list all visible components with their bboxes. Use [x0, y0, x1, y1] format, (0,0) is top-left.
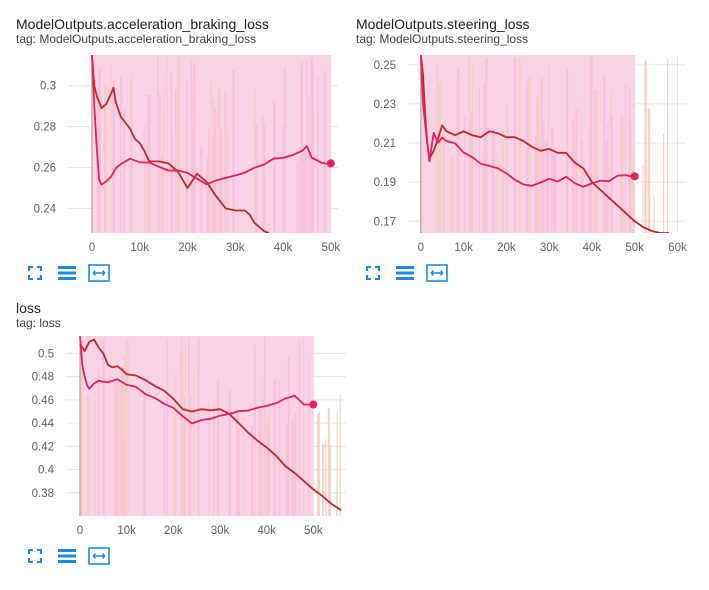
- x-tick-label: 40k: [257, 525, 276, 537]
- x-tick-label: 20k: [178, 242, 197, 254]
- y-tick-label: 0.23: [374, 99, 396, 111]
- fullscreen-icon: [27, 548, 43, 564]
- x-tick-label: 0: [89, 242, 95, 254]
- log-scale-button[interactable]: [394, 263, 416, 283]
- chart-title: loss: [16, 300, 41, 316]
- x-tick-label: 10k: [130, 242, 149, 254]
- chart-loss[interactable]: 0.38 0.4 0.42 0.44 0.46 0.48 0.5 0 10k 20k 30k 40k 5…: [16, 336, 356, 543]
- raw-series-band: [79, 336, 341, 516]
- x-tick-label: 30k: [540, 242, 559, 254]
- series-end-marker: [630, 172, 639, 181]
- y-tick-label: 0.19: [374, 177, 396, 189]
- chart-title: ModelOutputs.acceleration_braking_loss: [16, 16, 269, 32]
- y-tick-label: 0.17: [374, 216, 396, 228]
- y-tick-label: 0.28: [34, 122, 56, 134]
- toggle-log-scale-icon: [395, 265, 415, 281]
- x-tick-label: 20k: [164, 525, 183, 537]
- fullscreen-button[interactable]: [362, 263, 384, 283]
- series-group: [79, 336, 342, 511]
- y-tick-label: 0.24: [34, 203, 57, 215]
- chart-toolbar: [24, 546, 110, 566]
- y-tick-label: 0.44: [32, 418, 55, 430]
- x-tick-label: 40k: [274, 242, 293, 254]
- chart-title: ModelOutputs.steering_loss: [356, 16, 530, 32]
- series-line-red: [79, 338, 342, 511]
- chart-tag: tag: loss: [16, 316, 61, 330]
- y-tick-label: 0.48: [32, 372, 54, 384]
- series-line-pink: [79, 336, 314, 425]
- x-tick-label: 10k: [454, 242, 473, 254]
- fit-domain-icon: [88, 547, 110, 565]
- x-tick-label: 50k: [625, 242, 644, 254]
- chart-tag: tag: ModelOutputs.steering_loss: [356, 32, 529, 46]
- chart-toolbar: [24, 263, 110, 283]
- series-end-marker: [309, 400, 318, 409]
- x-tick-label: 0: [418, 242, 424, 254]
- fullscreen-icon: [27, 265, 43, 281]
- fit-domain-button[interactable]: [426, 263, 448, 283]
- y-tick-label: 0.25: [374, 60, 396, 72]
- chart-steering-loss[interactable]: 0.17 0.19 0.21 0.23 0.25 0 10k 20k 30k 40k 50k 60k: [356, 55, 701, 260]
- x-tick-label: 10k: [117, 525, 136, 537]
- series-line-red: [91, 55, 270, 233]
- series-line-pink: [91, 55, 331, 186]
- chart-tag: tag: ModelOutputs.acceleration_braking_l…: [16, 32, 257, 46]
- y-tick-label: 0.46: [32, 395, 54, 407]
- x-tick-label: 20k: [497, 242, 516, 254]
- series-line-pink: [419, 55, 635, 188]
- log-scale-button[interactable]: [56, 263, 78, 283]
- x-tick-label: 60k: [668, 242, 687, 254]
- fit-domain-icon: [426, 264, 448, 282]
- y-tick-label: 0.38: [32, 488, 54, 500]
- fullscreen-button[interactable]: [24, 263, 46, 283]
- series-group: [419, 55, 669, 233]
- fit-domain-icon: [88, 264, 110, 282]
- y-tick-label: 0.42: [32, 441, 54, 453]
- x-tick-label: 40k: [583, 242, 602, 254]
- series-line-red: [419, 55, 669, 233]
- x-tick-label: 30k: [211, 525, 230, 537]
- raw-series-band: [91, 55, 331, 233]
- toggle-log-scale-icon: [57, 265, 77, 281]
- y-tick-label: 0.4: [38, 465, 55, 477]
- series-end-marker: [326, 159, 335, 168]
- log-scale-button[interactable]: [56, 546, 78, 566]
- x-tick-label: 30k: [226, 242, 245, 254]
- fit-domain-button[interactable]: [88, 263, 110, 283]
- chart-toolbar: [362, 263, 448, 283]
- chart-acceleration-braking-loss[interactable]: 0.24 0.26 0.28 0.3 0 10k 20k 30k 40k 50k: [16, 55, 356, 260]
- x-tick-label: 50k: [322, 242, 341, 254]
- x-tick-label: 0: [77, 525, 83, 537]
- y-tick-label: 0.21: [374, 138, 396, 150]
- series-group: [91, 55, 331, 233]
- y-tick-label: 0.5: [38, 348, 54, 360]
- x-tick-label: 50k: [304, 525, 323, 537]
- y-tick-label: 0.3: [40, 81, 56, 93]
- fullscreen-button[interactable]: [24, 546, 46, 566]
- raw-series-band: [419, 55, 669, 233]
- toggle-log-scale-icon: [57, 548, 77, 564]
- fullscreen-icon: [365, 265, 381, 281]
- chart-card-steering-loss: ModelOutputs.steering_loss tag: ModelOut…: [356, 16, 696, 286]
- fit-domain-button[interactable]: [88, 546, 110, 566]
- chart-card-acceleration-braking-loss: ModelOutputs.acceleration_braking_loss t…: [16, 16, 346, 286]
- chart-card-loss: loss tag: loss: [16, 300, 356, 570]
- y-tick-label: 0.26: [34, 163, 56, 175]
